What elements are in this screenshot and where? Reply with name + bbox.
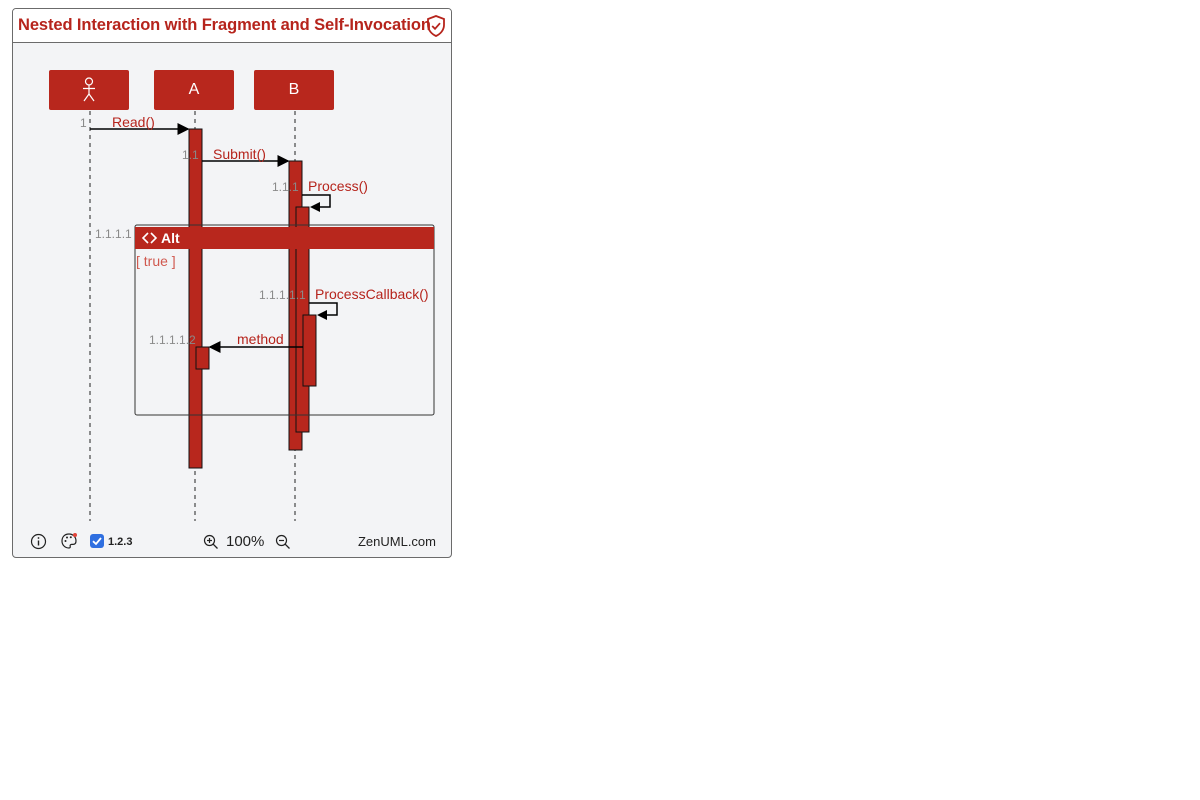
message-arrowhead-processcallback bbox=[317, 310, 327, 320]
version-label: 1.2.3 bbox=[108, 536, 133, 548]
checkmark-icon bbox=[92, 537, 102, 546]
participant-b[interactable]: B bbox=[254, 70, 334, 110]
message-arrowhead-process bbox=[310, 202, 320, 212]
fragment-number: 1.1.1.1 bbox=[95, 227, 132, 241]
participant-a[interactable]: A bbox=[154, 70, 234, 110]
message-number-submit: 1.1 bbox=[182, 148, 199, 162]
fragment-alt bbox=[134, 224, 435, 416]
activation-a bbox=[188, 128, 203, 469]
sequence-diagram: Alt [ true ] 1.1.1.1 1 Read() 1.1 Submit… bbox=[80, 111, 435, 521]
message-label-process[interactable]: Process() bbox=[308, 178, 368, 194]
message-arrow-process[interactable] bbox=[302, 194, 331, 208]
message-number-process: 1.1.1 bbox=[272, 180, 299, 194]
fragment-condition: [ true ] bbox=[136, 253, 176, 269]
message-label-submit[interactable]: Submit() bbox=[213, 146, 266, 162]
actor-icon bbox=[83, 77, 95, 102]
message-number-processcallback: 1.1.1.1.1 bbox=[259, 288, 306, 302]
fragment-alt-header bbox=[135, 227, 434, 249]
activation-a-method bbox=[195, 346, 210, 370]
palette-icon[interactable] bbox=[60, 532, 78, 550]
activation-b-callback bbox=[302, 314, 317, 387]
version-checkbox[interactable] bbox=[90, 534, 104, 548]
message-number-method: 1.1.1.1.2 bbox=[149, 333, 196, 347]
brand-link[interactable]: ZenUML.com bbox=[357, 534, 436, 549]
zoom-in-icon[interactable] bbox=[203, 534, 219, 550]
message-label-read[interactable]: Read() bbox=[112, 114, 155, 130]
diagram-frame: Nested Interaction with Fragment and Sel… bbox=[12, 8, 452, 558]
message-arrow-processcallback[interactable] bbox=[309, 302, 338, 316]
title-bar: Nested Interaction with Fragment and Sel… bbox=[13, 9, 451, 43]
zoom-level: 100% bbox=[226, 533, 265, 550]
fragment-title: Alt bbox=[161, 230, 180, 246]
participant-actor[interactable] bbox=[49, 70, 129, 110]
message-number-read: 1 bbox=[80, 116, 87, 130]
shield-check-icon[interactable] bbox=[425, 14, 447, 38]
fragment-collapse-icon[interactable] bbox=[141, 232, 158, 244]
message-label-processcallback[interactable]: ProcessCallback() bbox=[315, 286, 429, 302]
page-title: Nested Interaction with Fragment and Sel… bbox=[18, 16, 431, 34]
zoom-out-icon[interactable] bbox=[275, 534, 291, 550]
info-icon[interactable] bbox=[30, 533, 47, 550]
message-label-method[interactable]: method bbox=[237, 331, 284, 347]
footer-toolbar: 1.2.3 100% ZenUML.com bbox=[13, 529, 451, 557]
